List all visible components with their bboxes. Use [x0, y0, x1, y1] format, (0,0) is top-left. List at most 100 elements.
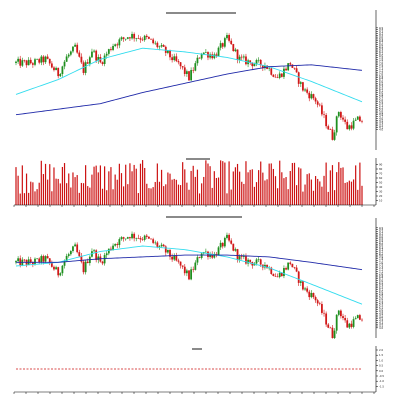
volume-bar: [213, 171, 215, 205]
volume-bar: [310, 179, 312, 205]
top-price-candle-body: [350, 125, 353, 129]
volume-bar: [268, 163, 270, 205]
indicator-y-tick-label: 0.0: [379, 369, 383, 373]
bottom-price-y-tick-label: 6.3: [379, 284, 383, 288]
volume-bar: [293, 162, 296, 205]
volume-bar: [203, 176, 205, 205]
bottom-price-candle-body: [53, 266, 55, 270]
top-price-y-tick-label: 8.3: [379, 48, 383, 52]
bottom-price-y-tick-label: 8.2: [379, 249, 383, 253]
volume-bar: [333, 190, 336, 205]
top-price-candle-body: [346, 121, 349, 130]
volume-bar: [304, 184, 306, 205]
bottom-price-candle-body: [101, 261, 104, 264]
volume-y-tick-label: 90: [379, 163, 383, 167]
top-price-candle-body: [57, 67, 60, 77]
top-price-candle-body: [356, 116, 359, 120]
bottom-price-y-tick-label: 5.2: [379, 304, 383, 308]
volume-bar: [350, 181, 353, 205]
volume-bar: [17, 175, 19, 205]
bottom-price-candle-body: [295, 267, 298, 272]
top-price-candle-body: [198, 57, 201, 59]
top-price-y-tick-label: 7.6: [379, 61, 383, 65]
bottom-price-y-tick-label: 7.9: [379, 255, 383, 259]
bottom-price-candle-body: [221, 242, 224, 247]
bottom-price-y-tick-label: 7.5: [379, 262, 383, 266]
bottom-price-candle-body: [356, 315, 359, 319]
bottom-price-candle-body: [211, 253, 214, 258]
top-price-title-stub: [166, 12, 236, 14]
bottom-price-candle-body: [264, 264, 266, 268]
top-price-candle-body: [25, 60, 28, 66]
indicator-y-tick-label: -1.5: [379, 384, 384, 388]
top-price-y-tick-label: 5.3: [379, 103, 383, 107]
volume-bar: [53, 167, 55, 205]
volume-bar: [255, 182, 258, 205]
bottom-price-candle-body: [219, 242, 222, 248]
bottom-price-candle-body: [350, 323, 353, 327]
bottom-price-y-tick-label: 6.5: [379, 280, 383, 284]
volume-bar: [300, 168, 302, 205]
top-price-candle-body: [55, 67, 57, 71]
volume-bar: [258, 170, 260, 205]
volume-bar: [344, 182, 346, 205]
top-price-candle-body: [67, 54, 70, 57]
top-price-candle-body: [59, 74, 62, 77]
bottom-price-candle-body: [167, 249, 169, 253]
bottom-price-candle-body: [107, 248, 110, 254]
volume-bar: [314, 176, 317, 205]
volume-bar: [253, 186, 256, 205]
bottom-price-candle-body: [65, 255, 68, 262]
top-price-candle-body: [192, 70, 195, 71]
bottom-price-candle-body: [97, 256, 100, 261]
volume-bar: [131, 171, 133, 205]
top-price-y-tick-label: 9.0: [379, 35, 383, 39]
bottom-price-candle-body: [297, 271, 300, 283]
bottom-price-y-tick-label: 8.5: [379, 244, 383, 248]
bottom-price-candle-body: [238, 256, 241, 260]
volume-bar: [205, 160, 207, 205]
volume-bar: [42, 174, 45, 205]
top-price-candle-body: [72, 46, 74, 52]
top-price-candle-body: [352, 120, 355, 129]
bottom-price-y-tick-label: 6.7: [379, 277, 383, 281]
top-price-y-tick-label: 5.5: [379, 100, 383, 104]
bottom-price-y-tick-label: 8.0: [379, 253, 383, 257]
volume-y-tick-label: 20: [379, 194, 383, 198]
volume-bar: [331, 165, 334, 205]
volume-bar: [346, 182, 348, 205]
volume-bar: [47, 179, 49, 205]
bottom-price-candle-body: [304, 288, 306, 290]
top-price-y-tick-label: 7.4: [379, 65, 383, 69]
top-price-candle-body: [105, 53, 108, 56]
top-price-candle-body: [221, 43, 224, 47]
top-price-candle-body: [74, 44, 76, 47]
top-price-y-tick-label: 8.5: [379, 44, 383, 48]
volume-bar: [201, 183, 203, 205]
volume-bar: [78, 192, 80, 205]
bottom-price-y-tick-label: 4.6: [379, 315, 383, 319]
bottom-price-y-tick-label: 9.0: [379, 235, 383, 239]
bottom-price-candle-body: [86, 261, 89, 264]
bottom-price-candle-body: [46, 256, 49, 259]
volume-bar: [21, 165, 23, 205]
top-price-candle-body: [283, 68, 285, 77]
volume-bar: [342, 167, 344, 205]
bottom-price-candle-body: [308, 291, 311, 298]
top-price-candle-body: [116, 44, 119, 46]
top-price-candle-body: [297, 72, 300, 84]
top-price-candle-body: [145, 35, 148, 38]
bottom-price-candle-body: [93, 250, 95, 252]
bottom-price-panel: 9.59.49.39.29.19.08.98.88.78.68.58.48.38…: [15, 216, 383, 339]
volume-bar: [158, 181, 161, 205]
top-price-overlays: [15, 47, 363, 116]
top-price-candle-body: [249, 60, 252, 63]
bottom-price-y-tick-label: 7.6: [379, 260, 383, 264]
top-price-y-tick-label: 8.1: [379, 52, 383, 56]
bottom-price-candle-body: [105, 253, 108, 256]
bottom-price-y-tick-label: 8.9: [379, 237, 383, 241]
bottom-price-y-tick-label: 7.8: [379, 257, 383, 261]
top-price-candle-body: [93, 50, 95, 52]
bottom-price-y-tick-label: 8.8: [379, 239, 383, 243]
volume-bar: [116, 179, 118, 205]
